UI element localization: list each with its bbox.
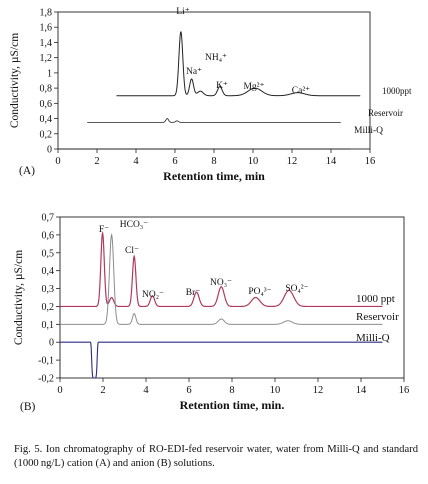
- panel-a-x-tick-label: 2: [94, 156, 99, 167]
- panel-a-y-tick-label: 1,4: [40, 38, 53, 49]
- panel-b-y-tick-label: 0,1: [42, 320, 55, 331]
- panel-b-y-tick-label: 0,6: [42, 230, 55, 241]
- panel-a-peak-label: K⁺: [216, 81, 228, 91]
- panel-b-x-tick-label: 16: [399, 385, 410, 396]
- panel-b-panel-label: (B): [20, 401, 36, 413]
- panel-a-series-line-1: [116, 31, 361, 97]
- panel-a-y-tick-label: 1,6: [40, 23, 53, 34]
- panel-a-peak-label: Ca²⁺: [292, 86, 310, 96]
- panel-b-x-tick-label: 12: [313, 385, 324, 396]
- panel-b-series-line-1: [60, 230, 383, 308]
- panel-b-y-axis-label: Conductivity, µS/cm: [13, 250, 25, 345]
- panel-a-peak-label: Na⁺: [186, 67, 202, 77]
- panel-b-y-tick-label: 0,7: [42, 213, 55, 224]
- panel-b-peak-label: Br⁻: [186, 288, 201, 298]
- panel-a-x-tick-label: 14: [326, 156, 337, 167]
- panel-b-x-tick-label: 6: [186, 385, 191, 396]
- panel-b-y-tick-label: 0: [49, 338, 54, 349]
- panel-a-plot-frame: [57, 11, 371, 150]
- panel-b-peak-label: PO₄³⁻: [248, 287, 271, 297]
- panel-b-peak-label: Cl⁻: [125, 246, 139, 256]
- panel-b-x-axis-label: Retention time, min.: [180, 398, 285, 412]
- panel-a-panel-label: (A): [19, 165, 35, 177]
- panel-b-series-label-1: 1000 ppt: [356, 293, 395, 305]
- panel-b-x-tick-label: 4: [143, 385, 149, 396]
- panel-b-y-tick-label: 0,3: [42, 284, 55, 295]
- panel-a-x-tick-label: 10: [248, 156, 259, 167]
- panel-b-series-label-2: Reservoir: [356, 311, 399, 323]
- panel-b-x-tick-label: 14: [356, 385, 367, 396]
- panel-a-y-tick-label: 1,8: [40, 8, 53, 19]
- panel-b-x-tick-label: 0: [57, 385, 62, 396]
- panel-b-series-label-3: Milli-Q: [356, 332, 390, 344]
- panel-b-chart: 0 2 4 6 8 10 12 14 16 -0,2 -0,1 0 0,1 0,2 0,3 0,4 0,5 0,6…: [13, 213, 409, 414]
- panel-b-x-tick-label: 10: [270, 385, 281, 396]
- panel-a-x-tick-label: 8: [211, 156, 216, 167]
- panel-b-peak-label: NO₂⁻: [142, 290, 164, 300]
- panel-a-x-tick-label: 0: [55, 156, 60, 167]
- panel-b-peak-label: F⁻: [99, 225, 109, 235]
- panel-a-y-axis-label: Conductivity, µS/cm: [9, 33, 21, 128]
- panel-b-peak-label: SO₄²⁻: [285, 284, 308, 294]
- panel-a-peak-label: NH₄⁺: [205, 53, 227, 63]
- panel-a-x-tick-label: 6: [172, 156, 177, 167]
- panel-a-x-axis-label: Retention time, min: [163, 169, 265, 183]
- panel-a-y-tick-label: 0,6: [40, 99, 53, 110]
- panel-b-y-tick-label: -0,2: [38, 374, 54, 385]
- panel-a-peak-label: Li⁺: [176, 7, 189, 17]
- panel-b-series-line-2: [60, 233, 383, 325]
- panel-b-y-tick-label: 0,5: [42, 248, 55, 259]
- panel-a-chart: 0 2 4 6 8 10 12 14 16 0 0,2 0,4 0,6 0,8 1 1,2 1,4 1,6 1,8 R…: [9, 7, 412, 183]
- panel-a-series-label-2: Reservoir: [368, 108, 403, 118]
- panel-b-y-tick-label: 0,2: [42, 302, 55, 313]
- panel-b-x-tick-label: 2: [100, 385, 105, 396]
- panel-a-y-tick-label: 0: [47, 145, 52, 156]
- panel-b-y-tick-label: -0,1: [38, 356, 54, 367]
- panel-a-peak-label: Mg²⁺: [243, 82, 264, 92]
- panel-a-y-tick-label: 0,8: [40, 84, 53, 95]
- panel-b-peak-label: HCO₃⁻: [120, 220, 148, 230]
- panel-b-y-tick-label: 0,4: [42, 266, 55, 277]
- panel-a-y-tick-label: 0,4: [40, 114, 53, 125]
- panel-a-series-label-3: Milli-Q: [354, 126, 383, 136]
- panel-a-x-tick-label: 4: [133, 156, 139, 167]
- panel-a-series-label-1: 1000ppt: [382, 86, 412, 96]
- panel-b-x-tick-label: 8: [229, 385, 234, 396]
- panel-a-y-tick-label: 1: [47, 68, 52, 79]
- panel-b-peak-label: NO₃⁻: [210, 278, 232, 288]
- panel-a-series-line-2: [87, 118, 341, 123]
- panel-a-y-tick-label: 0,2: [40, 129, 53, 140]
- panel-a-x-tick-label: 12: [287, 156, 298, 167]
- panel-a-x-tick-label: 16: [365, 156, 376, 167]
- figure-caption: Fig. 5. Ion chromatography of RO-EDI-fed…: [14, 444, 418, 469]
- panel-a-y-tick-label: 1,2: [40, 53, 53, 64]
- panel-b-series-line-3: [60, 341, 383, 379]
